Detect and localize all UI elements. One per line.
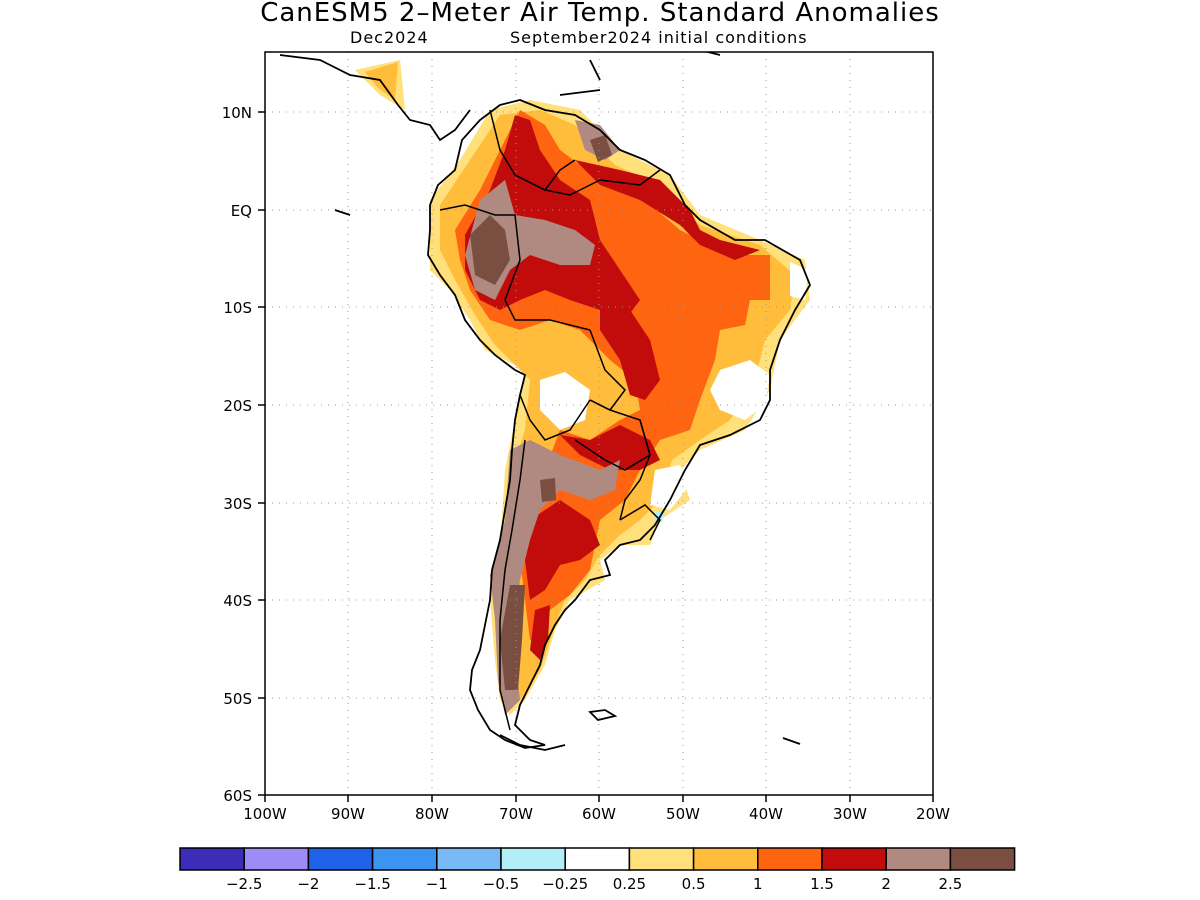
colorbar-labels: −2.5 −2 −1.5 −1 −0.5 −0.25 0.25 0.5 1 1.5 2 2.5 [226, 875, 962, 893]
map-title: CanESM5 2–Meter Air Temp. Standard Anoma… [260, 0, 940, 28]
colorbar-swatch [885, 847, 952, 871]
colorbar-swatch [307, 847, 374, 871]
border-argentina-brazil [619, 419, 651, 521]
map-graticule [265, 52, 933, 795]
colorbar-label: 0.5 [682, 875, 706, 893]
colorbar-label: 1 [753, 875, 763, 893]
lat-label: EQ [231, 202, 252, 220]
coastline-south-america [427, 99, 812, 749]
colorbar [179, 847, 1016, 871]
shade-gt-2p5-peru [470, 215, 510, 285]
initial-conditions: September2024 initial conditions [510, 28, 808, 47]
coastline-tierra-del-fuego [499, 734, 566, 751]
shade-1p5-2-pampa [525, 500, 600, 600]
colorbar-swatch [243, 847, 310, 871]
shade-gt-2p5-andes-spot [540, 478, 556, 502]
lon-label: 60W [582, 805, 616, 823]
colorbar-swatch [179, 847, 245, 871]
forecast-month: Dec2024 [350, 28, 429, 47]
colorbar-label: −0.25 [542, 875, 588, 893]
coastlines [279, 52, 812, 751]
colorbar-swatch [757, 847, 823, 871]
coastline-south-georgia [782, 737, 801, 745]
colorbar-label: −2.5 [226, 875, 262, 893]
shade-1p5-2-amazon [600, 290, 660, 400]
border-bolivia [519, 394, 591, 441]
colorbar-label: 2.5 [938, 875, 962, 893]
shade-gt-2p5-guiana [590, 135, 612, 162]
colorbar-label: −0.5 [483, 875, 519, 893]
colorbar-swatch [436, 847, 502, 871]
shade-near-zero-uruguay [650, 465, 690, 510]
colorbar-swatch [692, 847, 759, 871]
border-peru-brazil [504, 214, 591, 331]
lon-label: 40W [749, 805, 783, 823]
anomaly-shading [355, 60, 810, 715]
colorbar-label: −1.5 [354, 875, 390, 893]
lat-label: 20S [223, 397, 252, 415]
lat-label: 50S [223, 690, 252, 708]
border-venezuela-brazil [544, 169, 661, 196]
border-colombia-peru [439, 204, 515, 216]
colorbar-swatch [500, 847, 566, 871]
coastline-falklands [588, 709, 618, 721]
shade-1p5-2-chaco [560, 425, 660, 470]
lat-label: 30S [223, 495, 252, 513]
shade-near-zero-ne [790, 262, 808, 300]
coastline-caribbean-islands [559, 52, 721, 96]
lat-label: 10S [223, 299, 252, 317]
lon-label: 100W [243, 805, 287, 823]
border-colombia-venezuela [489, 109, 576, 191]
border-uruguay [619, 504, 661, 541]
lon-label: 20W [916, 805, 950, 823]
coastline-galapagos [334, 209, 351, 216]
lon-label: 90W [331, 805, 365, 823]
colorbar-label: −1 [426, 875, 448, 893]
latitude-labels: 10N EQ 10S 20S 30S 40S 50S 60S [222, 104, 252, 805]
axis-ticks [258, 111, 934, 802]
lat-label: 40S [223, 592, 252, 610]
colorbar-swatch [628, 847, 695, 871]
lat-label: 60S [223, 787, 252, 805]
colorbar-label: 0.25 [613, 875, 646, 893]
colorbar-swatch [949, 847, 1016, 871]
colorbar-label: 2 [881, 875, 891, 893]
lon-label: 50W [666, 805, 700, 823]
lon-label: 70W [499, 805, 533, 823]
coastline-central-america [279, 54, 471, 142]
longitude-labels: 100W 90W 80W 70W 60W 50W 40W 30W 20W [243, 805, 950, 823]
colorbar-swatch [371, 847, 438, 871]
colorbar-swatch [821, 847, 887, 871]
country-borders [439, 109, 661, 731]
lon-label: 80W [415, 805, 449, 823]
shade-2-2p5-andes [490, 440, 620, 715]
colorbar-label: −2 [297, 875, 319, 893]
colorbar-swatch [564, 847, 631, 871]
lon-label: 30W [833, 805, 867, 823]
colorbar-label: 1.5 [810, 875, 834, 893]
shade-1p5-2-orinoco [575, 160, 760, 260]
shade-gt-2p5-chile [500, 585, 525, 690]
border-argentina-chile [499, 439, 526, 731]
shade-near-zero-bolivia [540, 372, 590, 430]
lat-label: 10N [222, 104, 252, 122]
